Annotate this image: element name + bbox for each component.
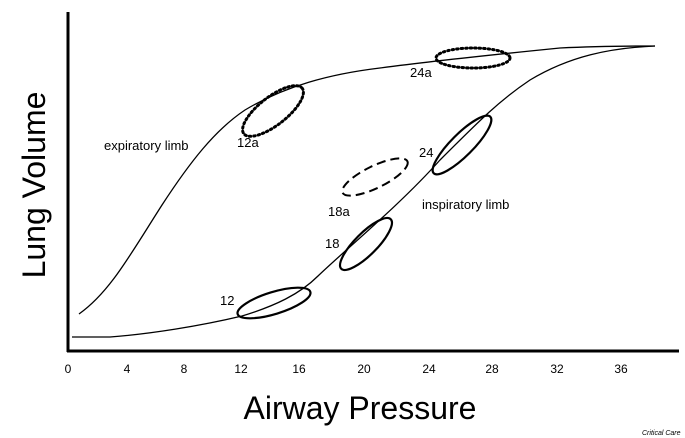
- x-tick-label: 16: [292, 362, 306, 376]
- marker-ellipse-24: [431, 114, 493, 176]
- marker-label-24a: 24a: [410, 65, 432, 80]
- marker-label-24: 24: [419, 145, 433, 160]
- credit-text: Critical Care: [642, 430, 681, 437]
- x-axis-title: Airway Pressure: [244, 390, 477, 426]
- x-tick-label: 36: [614, 362, 628, 376]
- expiratory-limb-label: expiratory limb: [104, 138, 189, 153]
- inspiratory-limb-label: inspiratory limb: [422, 197, 509, 212]
- marker-label-12a: 12a: [237, 135, 259, 150]
- x-tick-label: 8: [181, 362, 188, 376]
- marker-ellipse-18a: [341, 157, 409, 197]
- marker-ellipse-18: [338, 216, 394, 272]
- expiratory-limb-curve: [78, 45, 656, 315]
- marker-label-12: 12: [220, 293, 234, 308]
- x-tick-label: 12: [234, 362, 248, 376]
- x-tick-label: 4: [124, 362, 131, 376]
- x-tick-label: 32: [550, 362, 564, 376]
- marker-label-18a: 18a: [328, 204, 350, 219]
- x-tick-label: 28: [485, 362, 499, 376]
- x-tick-label: 0: [65, 362, 72, 376]
- marker-ellipse-12a: [241, 84, 305, 138]
- inspiratory-limb-curve: [72, 45, 656, 338]
- x-tick-label: 20: [357, 362, 371, 376]
- x-tick-label: 24: [422, 362, 436, 376]
- marker-ellipse-24a: [434, 46, 512, 70]
- marker-ellipse-12: [236, 286, 312, 320]
- marker-label-18: 18: [325, 236, 339, 251]
- y-axis-title: Lung Volume: [16, 92, 52, 279]
